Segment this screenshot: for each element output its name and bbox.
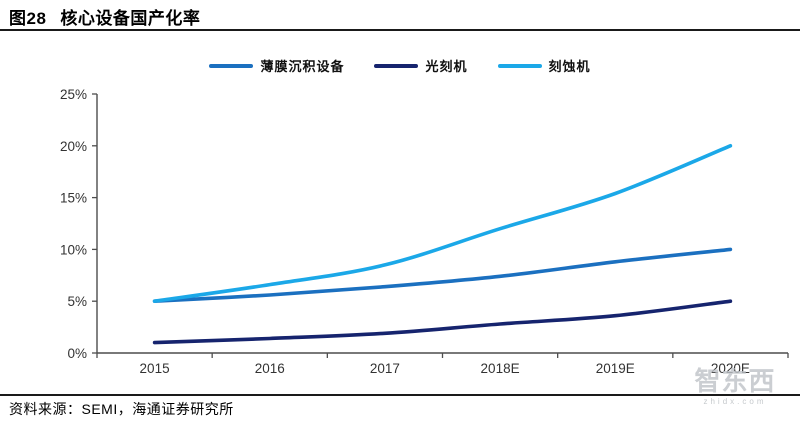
figure-number: 图28 xyxy=(9,9,47,28)
x-tick-label: 2015 xyxy=(140,361,170,376)
series-line-2 xyxy=(152,144,733,303)
series-line-0 xyxy=(152,247,733,303)
footer-divider xyxy=(0,394,800,396)
y-tick-label: 25% xyxy=(60,87,87,102)
x-tick-label: 2018E xyxy=(481,361,520,376)
title-divider xyxy=(0,29,800,31)
source-note: 资料来源：SEMI，海通证券研究所 xyxy=(9,401,234,417)
chart-legend: 薄膜沉积设备 光刻机 刻蚀机 xyxy=(0,56,800,75)
series-line-1 xyxy=(152,299,733,345)
legend-label: 光刻机 xyxy=(425,59,468,74)
y-tick-label: 15% xyxy=(60,191,87,206)
x-tick-label: 2019E xyxy=(596,361,635,376)
x-tick-label: 2017 xyxy=(370,361,400,376)
legend-label: 薄膜沉积设备 xyxy=(260,59,345,74)
x-tick-label: 2020E xyxy=(711,361,750,376)
legend-item-0: 薄膜沉积设备 xyxy=(209,56,344,75)
legend-item-1: 光刻机 xyxy=(374,56,467,75)
legend-label: 刻蚀机 xyxy=(548,59,591,74)
y-tick-label: 20% xyxy=(60,139,87,154)
legend-line-swatch-icon xyxy=(374,63,419,68)
figure-title-text: 核心设备国产化率 xyxy=(60,9,201,28)
legend-line-swatch-icon xyxy=(209,63,254,68)
y-tick-label: 10% xyxy=(60,242,87,257)
legend-line-swatch-icon xyxy=(497,63,542,68)
legend-item-2: 刻蚀机 xyxy=(497,56,591,75)
figure-title: 图28 核心设备国产化率 xyxy=(9,4,200,28)
y-tick-label: 5% xyxy=(67,294,87,309)
x-tick-label: 2016 xyxy=(255,361,285,376)
y-tick-label: 0% xyxy=(67,346,87,361)
